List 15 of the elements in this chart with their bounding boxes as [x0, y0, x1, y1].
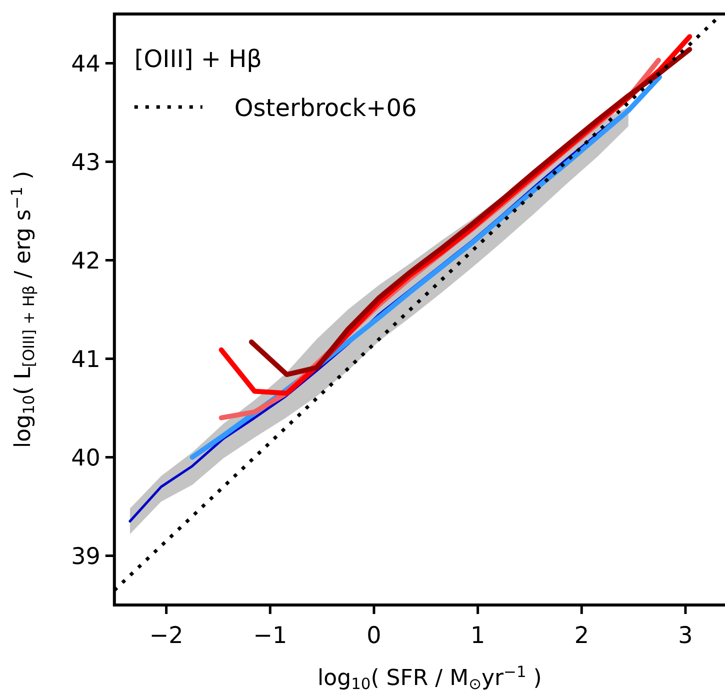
y-tick-label: 42: [71, 248, 100, 274]
y-tick-label: 44: [71, 51, 100, 78]
x-tick-label: 0: [366, 623, 382, 649]
x-axis-title: log$_{10}$( SFR / M$_{⊙}$yr$^{−1}$ ): [318, 662, 542, 693]
x-tick-label: 1: [470, 623, 486, 649]
y-tick-label: 41: [71, 346, 100, 373]
x-tick-label: −2: [149, 623, 184, 649]
x-tick-label: 2: [574, 623, 589, 649]
y-tick-label: 43: [71, 150, 100, 176]
legend-title: [OIII] + Hβ: [134, 45, 262, 73]
x-tick-label: 3: [678, 623, 693, 649]
y-tick-label: 39: [71, 544, 100, 570]
x-tick-label: −1: [253, 623, 288, 649]
legend-label: Osterbrock+06: [234, 94, 417, 122]
y-tick-label: 40: [71, 445, 100, 472]
